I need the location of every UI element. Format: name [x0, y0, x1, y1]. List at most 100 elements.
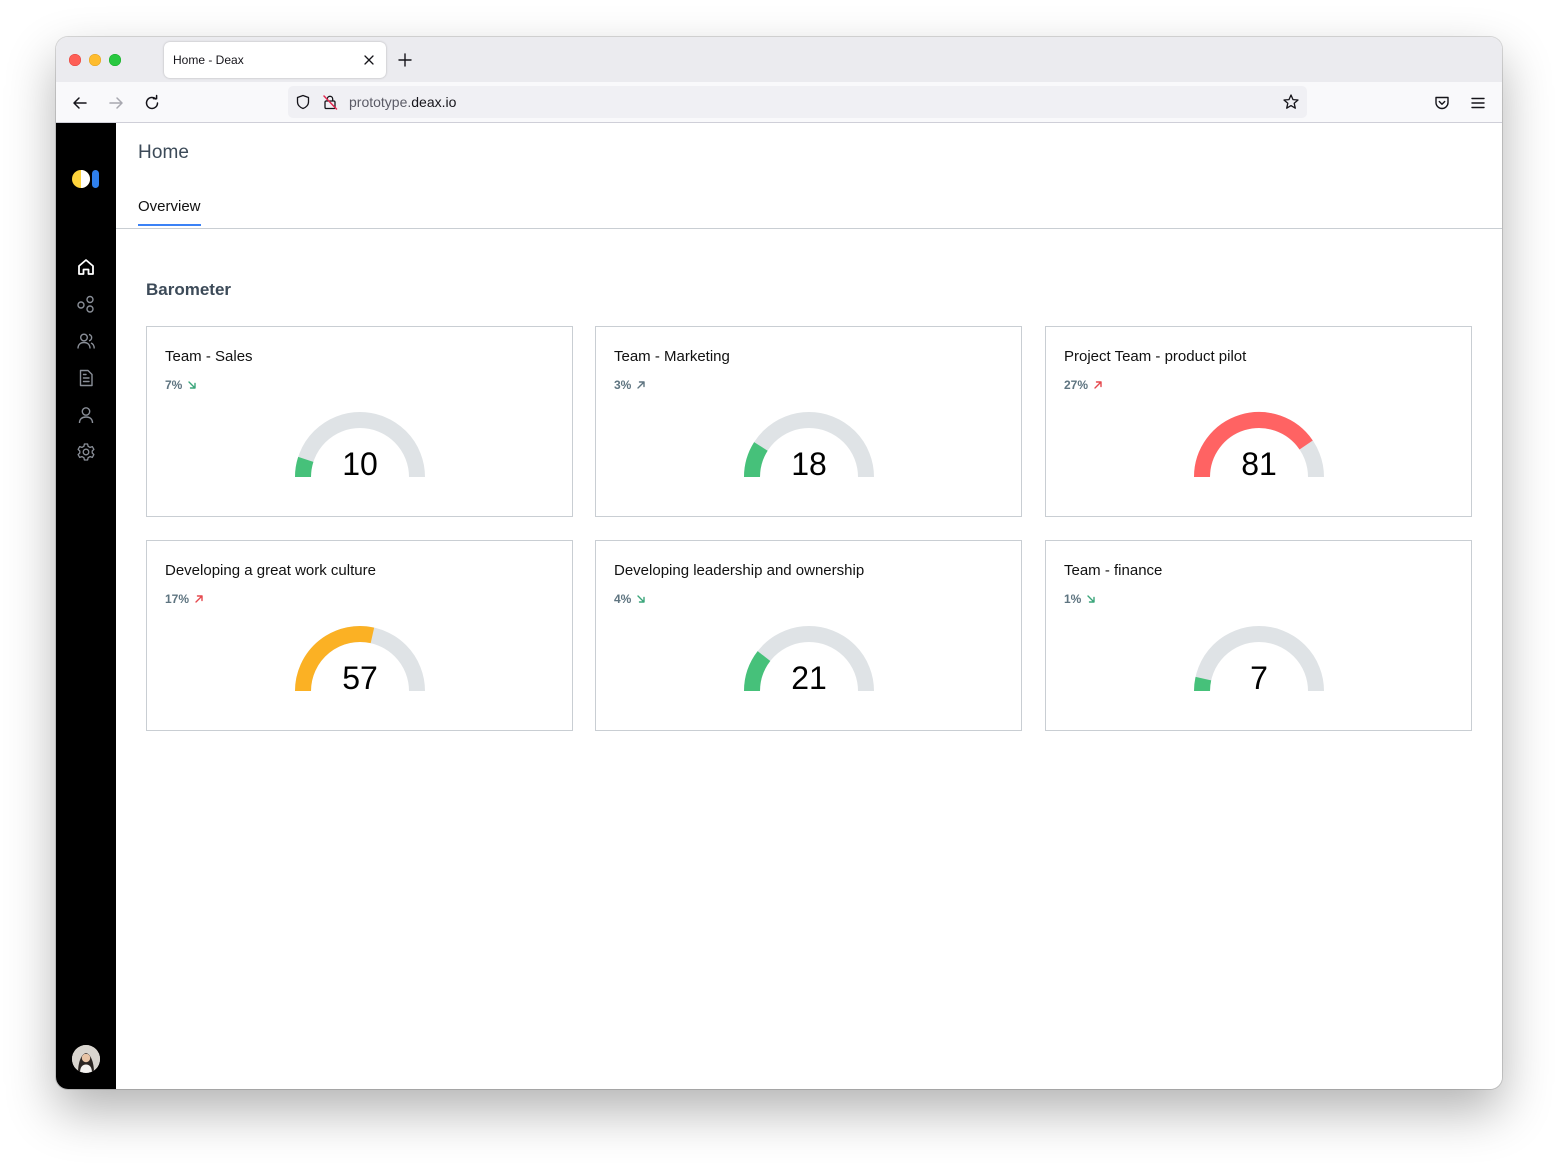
browser-toolbar: prototype.deax.io [56, 82, 1502, 123]
change-percent: 3% [614, 378, 632, 392]
gauge-value-arc [295, 456, 314, 478]
card-change: 7% [165, 378, 197, 392]
trend-arrow-icon [637, 381, 646, 389]
groups-icon[interactable] [76, 294, 96, 314]
close-tab-icon[interactable] [362, 53, 376, 67]
new-tab-icon[interactable] [397, 52, 413, 68]
card-change: 3% [614, 378, 646, 392]
url-text[interactable]: prototype.deax.io [349, 94, 456, 110]
section-title-barometer: Barometer [146, 280, 232, 299]
browser-tab[interactable]: Home - Deax [164, 42, 386, 78]
trend-arrow-icon [1094, 381, 1102, 389]
card-change: 1% [1064, 592, 1096, 606]
close-window-button[interactable] [69, 54, 81, 66]
gauge-value: 57 [342, 660, 378, 696]
card-title: Project Team - product pilot [1064, 348, 1247, 365]
gauge-chart [744, 626, 874, 692]
barometer-card[interactable]: Developing leadership and ownership 4% 2… [595, 540, 1022, 731]
page-title: Home [138, 142, 190, 163]
menu-icon[interactable] [1469, 94, 1487, 112]
bookmark-star-icon[interactable] [1282, 93, 1300, 111]
card-change: 27% [1064, 378, 1103, 392]
forward-arrow-icon[interactable] [107, 94, 125, 112]
gauge-chart [1193, 626, 1324, 692]
gauge-value: 7 [1250, 660, 1268, 696]
gauge-value-arc [744, 442, 768, 478]
zoom-window-button[interactable] [109, 54, 121, 66]
gauge-track [1194, 626, 1324, 692]
gauge-value-arc [744, 651, 771, 692]
gauge-track [295, 412, 425, 478]
card-title: Team - Marketing [614, 348, 730, 365]
barometer-card[interactable]: Team - Sales 7% 10 [146, 326, 573, 517]
gauge: 18 [742, 411, 876, 481]
gauge-value-arc [295, 626, 375, 692]
change-percent: 27% [1064, 378, 1089, 392]
gauge-value: 18 [791, 446, 827, 482]
arrow-up-right-icon [195, 595, 203, 603]
arrow-down-right-icon [637, 595, 646, 603]
change-percent: 7% [165, 378, 183, 392]
browser-tabstrip: Home - Deax [56, 37, 1502, 82]
gauge-chart [295, 626, 425, 692]
gauge-value-arc [1193, 676, 1212, 692]
gauge-value: 10 [342, 446, 378, 482]
pocket-icon[interactable] [1433, 94, 1451, 112]
gauge: 10 [293, 411, 427, 481]
person-icon[interactable] [76, 405, 96, 425]
card-title: Developing leadership and ownership [614, 562, 865, 579]
url-prefix: prototype. [349, 94, 412, 110]
gauge-chart [744, 412, 874, 478]
main-content: Home Overview Barometer Team - Sales 7% … [116, 123, 1502, 1089]
back-arrow-icon[interactable] [71, 94, 89, 112]
barometer-grid: Team - Sales 7% 10 Team - Marketing 3% [146, 326, 1473, 732]
gauge: 7 [1192, 625, 1326, 695]
deax-logo[interactable] [71, 167, 101, 191]
barometer-card[interactable]: Team - Marketing 3% 18 [595, 326, 1022, 517]
barometer-card[interactable]: Developing a great work culture 17% 57 [146, 540, 573, 731]
minimize-window-button[interactable] [89, 54, 101, 66]
barometer-card[interactable]: Team - finance 1% 7 [1045, 540, 1472, 731]
gauge-chart [295, 412, 425, 478]
gauge-value: 81 [1241, 446, 1277, 482]
change-percent: 4% [614, 592, 632, 606]
insecure-lock-icon[interactable] [322, 94, 338, 110]
trend-arrow-icon [637, 595, 646, 603]
reload-icon[interactable] [143, 94, 161, 112]
arrow-up-right-icon [637, 381, 646, 389]
home-icon[interactable] [76, 257, 96, 277]
avatar[interactable] [72, 1045, 100, 1073]
app: Home Overview Barometer Team - Sales 7% … [56, 123, 1502, 1089]
gauge-value: 21 [791, 660, 827, 696]
arrow-down-right-icon [188, 381, 197, 389]
browser-window: Home - Deax [56, 37, 1502, 1089]
gear-icon[interactable] [76, 442, 96, 462]
arrow-up-right-icon [1094, 381, 1102, 389]
address-bar[interactable]: prototype.deax.io [288, 86, 1307, 118]
page-header: Home Overview [116, 123, 1502, 229]
trend-arrow-icon [1087, 595, 1096, 603]
arrow-down-right-icon [1087, 595, 1096, 603]
gauge-value-arc [1194, 412, 1313, 478]
browser-tab-title: Home - Deax [173, 53, 244, 67]
change-percent: 1% [1064, 592, 1082, 606]
sidebar [56, 123, 116, 1089]
user-avatar-image [72, 1045, 100, 1073]
gauge: 81 [1192, 411, 1326, 481]
tab-overview[interactable]: Overview [138, 198, 201, 226]
gauge: 57 [293, 625, 427, 695]
trend-arrow-icon [195, 595, 203, 603]
shield-icon[interactable] [295, 94, 311, 110]
trend-arrow-icon [188, 381, 197, 389]
card-change: 17% [165, 592, 204, 606]
gauge: 21 [742, 625, 876, 695]
barometer-card[interactable]: Project Team - product pilot 27% 81 [1045, 326, 1472, 517]
card-change: 4% [614, 592, 646, 606]
change-percent: 17% [165, 592, 190, 606]
users-icon[interactable] [76, 331, 96, 351]
gauge-chart [1194, 412, 1324, 478]
card-title: Team - finance [1064, 562, 1163, 579]
url-domain: deax.io [411, 94, 457, 110]
document-icon[interactable] [76, 368, 96, 388]
card-title: Team - Sales [165, 348, 253, 365]
